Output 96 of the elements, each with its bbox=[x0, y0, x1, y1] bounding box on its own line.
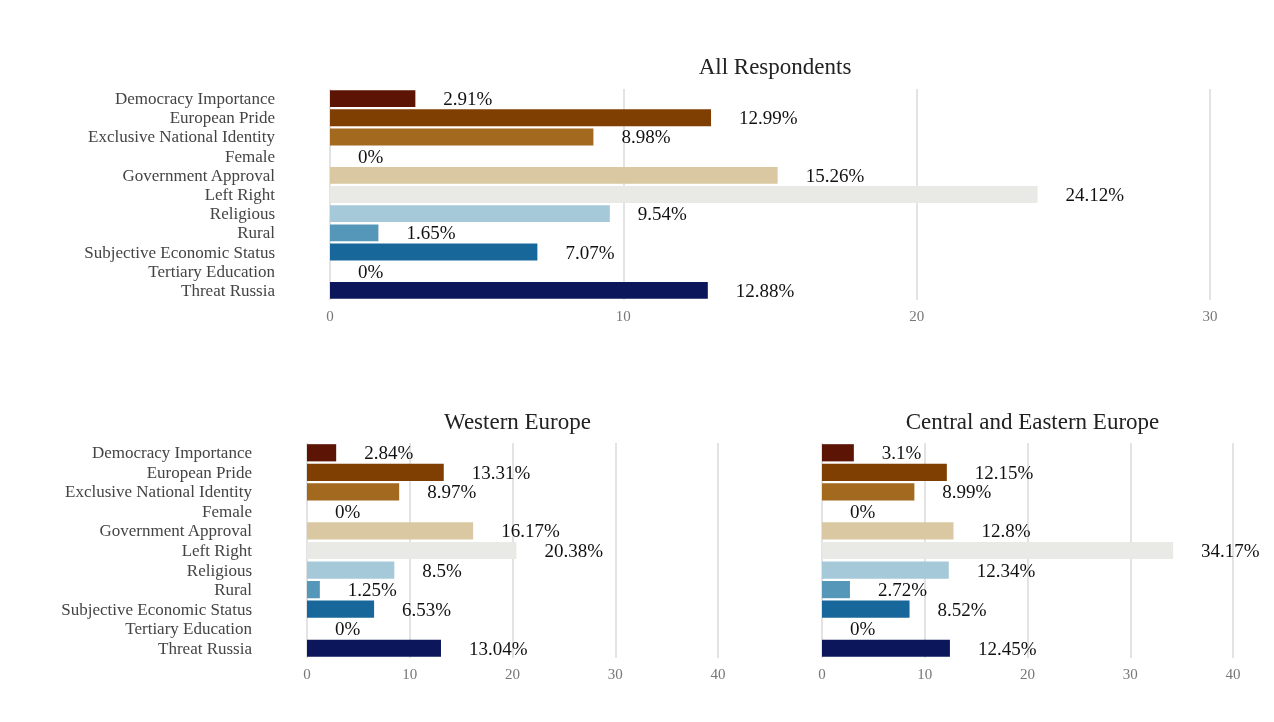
data-label: 16.17% bbox=[501, 520, 560, 542]
bar bbox=[330, 281, 708, 299]
data-label: 0% bbox=[335, 618, 361, 640]
y-tick-label: Threat Russia bbox=[181, 280, 276, 300]
data-label: 0% bbox=[358, 260, 384, 282]
bar bbox=[330, 205, 610, 223]
y-tick-label: Government Approval bbox=[122, 165, 276, 185]
y-tick-label: Democracy Importance bbox=[92, 443, 252, 463]
data-label: 15.26% bbox=[805, 164, 865, 186]
bar bbox=[822, 522, 954, 540]
x-tick-label: 10 bbox=[917, 665, 933, 682]
y-tick-label: Female bbox=[224, 146, 275, 166]
data-label: 2.91% bbox=[443, 88, 493, 110]
x-tick-label: 10 bbox=[402, 665, 418, 682]
y-tick-label: Subjective Economic Status bbox=[61, 599, 252, 619]
x-tick-label: 40 bbox=[1225, 665, 1241, 682]
x-tick-label: 10 bbox=[615, 307, 631, 324]
data-label: 3.1% bbox=[881, 442, 922, 464]
data-label: 1.25% bbox=[347, 579, 398, 601]
chart-title: Western Europe bbox=[444, 409, 591, 434]
data-label: 7.07% bbox=[565, 241, 615, 263]
y-tick-label: Female bbox=[201, 501, 252, 521]
data-label: 8.5% bbox=[422, 559, 463, 581]
data-label: 24.12% bbox=[1065, 184, 1125, 205]
data-label: 20.38% bbox=[544, 540, 604, 561]
bar bbox=[307, 639, 441, 657]
y-tick-label: Left Right bbox=[181, 541, 253, 560]
y-tick-label: Exclusive National Identity bbox=[88, 127, 276, 147]
bar bbox=[330, 166, 778, 184]
bar bbox=[330, 90, 416, 108]
bar bbox=[330, 128, 594, 146]
data-label: 6.53% bbox=[402, 598, 452, 620]
y-tick-label: Democracy Importance bbox=[115, 89, 275, 109]
bar bbox=[822, 463, 947, 481]
data-label: 8.97% bbox=[427, 481, 477, 503]
x-tick-label: 30 bbox=[607, 665, 623, 682]
data-label: 2.72% bbox=[877, 579, 928, 601]
data-label: 8.98% bbox=[621, 126, 671, 148]
bar bbox=[307, 463, 444, 481]
bar bbox=[822, 483, 915, 501]
data-label: 0% bbox=[335, 500, 361, 522]
y-tick-label: Left Right bbox=[204, 185, 276, 204]
bar bbox=[822, 561, 949, 579]
y-tick-label: Tertiary Education bbox=[148, 261, 276, 281]
data-label: 8.52% bbox=[937, 598, 987, 620]
bar bbox=[307, 580, 320, 599]
y-tick-label: Exclusive National Identity bbox=[65, 482, 253, 502]
x-tick-label: 30 bbox=[1202, 307, 1218, 324]
y-tick-label: Subjective Economic Status bbox=[84, 242, 275, 262]
x-tick-label: 0 bbox=[818, 665, 826, 682]
data-label: 12.34% bbox=[976, 559, 1036, 581]
x-tick-label: 0 bbox=[326, 307, 334, 324]
data-label: 12.15% bbox=[974, 461, 1034, 483]
bar bbox=[822, 600, 910, 618]
data-label: 12.99% bbox=[739, 107, 798, 129]
bar bbox=[330, 243, 538, 261]
data-label: 12.88% bbox=[735, 279, 795, 301]
bar bbox=[307, 522, 474, 540]
y-tick-label: Religious bbox=[186, 560, 252, 580]
data-label: 12.45% bbox=[977, 637, 1037, 659]
bar bbox=[822, 639, 950, 657]
y-tick-label: Threat Russia bbox=[158, 638, 253, 658]
x-tick-label: 20 bbox=[909, 307, 925, 324]
data-label: 13.04% bbox=[468, 637, 528, 659]
y-tick-label: Rural bbox=[237, 223, 276, 243]
y-tick-label: Rural bbox=[214, 580, 253, 600]
x-tick-label: 30 bbox=[1122, 665, 1138, 682]
data-label: 9.54% bbox=[637, 203, 688, 225]
x-tick-label: 20 bbox=[1020, 665, 1035, 682]
data-label: 1.65% bbox=[406, 222, 456, 244]
chart-title: All Respondents bbox=[698, 54, 852, 79]
y-tick-label: Tertiary Education bbox=[125, 619, 253, 639]
chart-title: Central and Eastern Europe bbox=[905, 409, 1160, 434]
data-label: 2.84% bbox=[364, 442, 414, 464]
y-tick-label: Religious bbox=[209, 204, 275, 224]
y-tick-label: Government Approval bbox=[99, 521, 253, 541]
bar bbox=[307, 444, 337, 462]
x-tick-label: 20 bbox=[505, 665, 520, 682]
x-tick-label: 0 bbox=[303, 665, 311, 682]
data-label: 0% bbox=[358, 145, 384, 167]
data-label: 8.99% bbox=[942, 481, 992, 503]
data-label: 12.8% bbox=[981, 520, 1031, 542]
bar bbox=[822, 444, 854, 462]
bar bbox=[330, 109, 712, 127]
bar bbox=[307, 600, 375, 618]
data-label: 34.17% bbox=[1201, 540, 1260, 561]
y-tick-label: European Pride bbox=[169, 108, 275, 128]
y-tick-label: European Pride bbox=[146, 462, 252, 482]
bar bbox=[822, 580, 850, 599]
bar bbox=[330, 224, 379, 242]
data-label: 0% bbox=[850, 500, 876, 522]
bar bbox=[307, 561, 395, 579]
bar bbox=[307, 483, 400, 501]
data-label: 0% bbox=[850, 618, 876, 640]
x-tick-label: 40 bbox=[710, 665, 726, 682]
data-label: 13.31% bbox=[471, 461, 531, 483]
